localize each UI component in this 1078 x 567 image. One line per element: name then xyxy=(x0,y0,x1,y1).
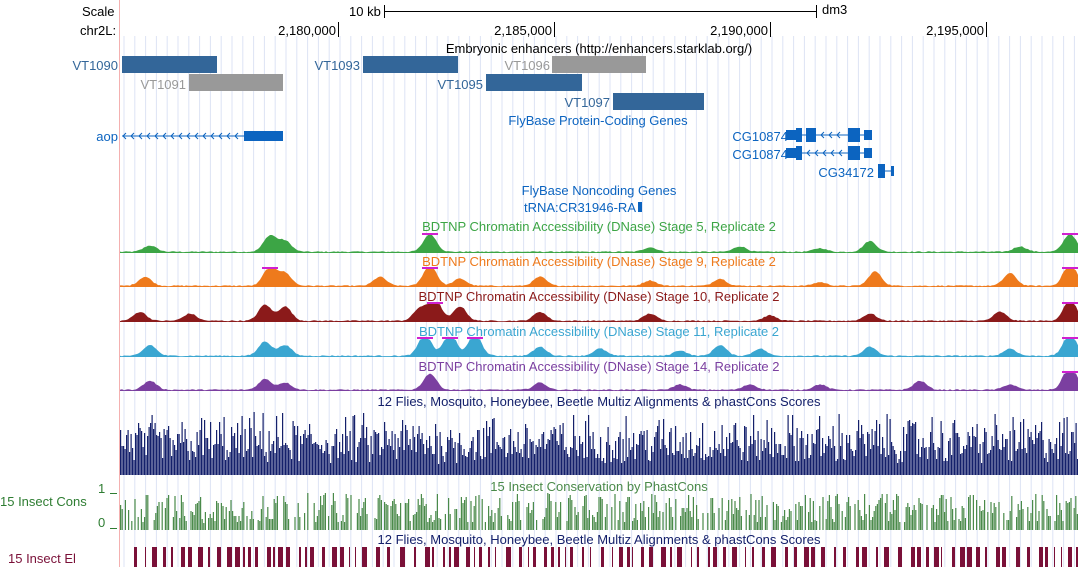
conserved-elements[interactable] xyxy=(120,547,1078,567)
scale-bar-tick-left xyxy=(384,5,385,18)
dnase-track-title: BDTNP Chromatin Accessibility (DNase) St… xyxy=(422,219,776,234)
noncoding-track-title: FlyBase Noncoding Genes xyxy=(521,183,677,198)
gene-model[interactable] xyxy=(784,145,884,161)
enhancer-label[interactable]: VT1095 xyxy=(437,77,483,92)
enhancer-feature[interactable] xyxy=(486,74,582,91)
position-tick xyxy=(986,22,987,37)
gene-label[interactable]: CG10874 xyxy=(732,147,788,162)
gene-label[interactable]: CG10874 xyxy=(732,129,788,144)
gene-label[interactable]: CG34172 xyxy=(818,165,874,180)
phastcons-min-label: 0 xyxy=(98,515,106,530)
enhancer-feature[interactable] xyxy=(363,56,458,73)
scale-bar-label: 10 kb xyxy=(349,4,381,19)
phastcons-left-label: 15 Insect Cons xyxy=(0,494,87,509)
assembly-label: dm3 xyxy=(822,2,848,17)
scale-bar-tick-right xyxy=(816,5,817,18)
dnase-signal-stage9[interactable] xyxy=(120,267,1078,287)
gene-label[interactable]: aop xyxy=(96,129,118,144)
dnase-track-title: BDTNP Chromatin Accessibility (DNase) St… xyxy=(418,324,780,339)
enhancer-label[interactable]: VT1096 xyxy=(504,58,550,73)
gene-model[interactable] xyxy=(120,130,290,142)
enhancer-feature[interactable] xyxy=(552,56,646,73)
dnase-track-title: BDTNP Chromatin Accessibility (DNase) St… xyxy=(418,289,780,304)
multiz-conservation-signal[interactable] xyxy=(120,409,1078,475)
phastcons-track-title: 15 Insect Conservation by PhastCons xyxy=(490,479,708,494)
position-label: 2,185,000 xyxy=(494,23,552,38)
elements-left-label: 15 Insect El xyxy=(8,551,76,566)
enhancer-label[interactable]: VT1091 xyxy=(140,77,186,92)
enhancer-feature[interactable] xyxy=(189,74,283,91)
gene-model[interactable] xyxy=(876,163,900,179)
enhancers-track-title: Embryonic enhancers (http://enhancers.st… xyxy=(445,41,753,56)
multiz-track-title: 12 Flies, Mosquito, Honeybee, Beetle Mul… xyxy=(377,394,821,409)
phastcons-min-tick xyxy=(110,528,117,529)
position-label: 2,180,000 xyxy=(278,23,336,38)
position-label: 2,195,000 xyxy=(926,23,984,38)
dnase-track-title: BDTNP Chromatin Accessibility (DNase) St… xyxy=(422,254,776,269)
position-tick xyxy=(554,22,555,37)
scale-label: Scale xyxy=(82,4,115,19)
enhancer-label[interactable]: VT1097 xyxy=(564,95,610,110)
enhancer-feature[interactable] xyxy=(122,56,217,73)
chrom-label: chr2L: xyxy=(80,23,117,38)
gene-model[interactable] xyxy=(784,127,884,143)
scale-bar xyxy=(384,11,816,12)
enhancer-label[interactable]: VT1093 xyxy=(314,58,360,73)
noncoding-gene-feature[interactable] xyxy=(638,202,642,212)
phastcons-max-label: 1 xyxy=(98,481,106,496)
dnase-track-title: BDTNP Chromatin Accessibility (DNase) St… xyxy=(418,359,780,374)
left-boundary-line xyxy=(119,0,120,567)
position-tick xyxy=(770,22,771,37)
dnase-signal-stage11[interactable] xyxy=(120,337,1078,357)
phastcons-max-tick xyxy=(110,493,117,494)
elements-track-title: 12 Flies, Mosquito, Honeybee, Beetle Mul… xyxy=(377,532,821,547)
dnase-signal-stage10[interactable] xyxy=(120,302,1078,322)
genes-track-title: FlyBase Protein-Coding Genes xyxy=(508,113,688,128)
dnase-signal-stage14[interactable] xyxy=(120,371,1078,391)
noncoding-gene-label[interactable]: tRNA:CR31946-RA xyxy=(524,200,636,215)
position-label: 2,190,000 xyxy=(710,23,768,38)
enhancer-feature[interactable] xyxy=(613,93,704,110)
position-tick xyxy=(338,22,339,37)
enhancer-label[interactable]: VT1090 xyxy=(72,58,118,73)
phastcons-signal[interactable] xyxy=(120,493,1078,530)
dnase-signal-stage5[interactable] xyxy=(120,233,1078,253)
